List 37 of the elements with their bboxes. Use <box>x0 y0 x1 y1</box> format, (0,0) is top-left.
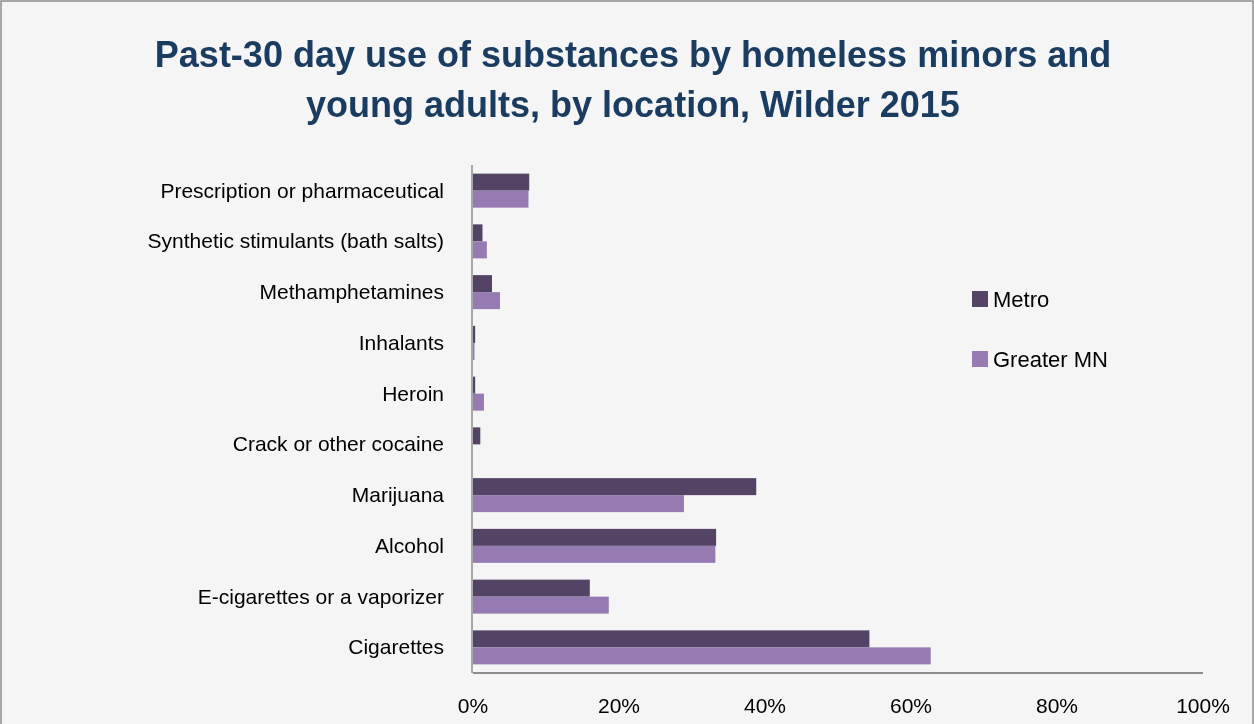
bar <box>473 190 529 208</box>
y-tick-label: Heroin <box>382 381 444 405</box>
bar <box>473 224 483 242</box>
bar <box>473 241 487 259</box>
y-tick-label: E-cigarettes or a vaporizer <box>197 584 444 608</box>
y-tick-label: Synthetic stimulants (bath salts) <box>147 229 444 253</box>
bar <box>473 275 492 293</box>
x-tick-label: 100% <box>1176 694 1230 717</box>
bar <box>473 427 481 445</box>
y-tick-label: Alcohol <box>375 533 444 557</box>
y-tick-label: Prescription or pharmaceutical <box>160 178 444 202</box>
x-tick-label: 80% <box>1035 694 1079 717</box>
bar <box>473 647 931 665</box>
bar <box>473 478 757 496</box>
x-tick-label: 40% <box>743 694 787 717</box>
y-tick-label: Inhalants <box>358 330 444 354</box>
bar <box>473 630 870 648</box>
y-tick-label: Methamphetamines <box>259 280 444 304</box>
bar <box>473 528 717 546</box>
bar <box>473 376 476 394</box>
chart-title: Past-30 day use of substances by homeless minors and young adults, by location, Wilder 2015 <box>154 34 1112 125</box>
y-tick-label: Marijuana <box>351 483 445 507</box>
y-tick-label: Crack or other cocaine <box>232 432 444 456</box>
bar <box>473 596 609 614</box>
y-tick-label: Cigarettes <box>348 635 444 659</box>
x-tick-label: 60% <box>889 694 933 717</box>
bar <box>473 545 716 563</box>
x-tick-label: 0% <box>457 694 489 717</box>
bar <box>473 292 501 310</box>
bar <box>473 495 684 513</box>
x-tick-label: 20% <box>597 694 641 717</box>
bar <box>473 393 484 411</box>
bar <box>473 173 530 191</box>
legend-label: Greater MN <box>993 347 1108 372</box>
legend-label: Metro <box>993 287 1050 312</box>
bar <box>473 579 590 597</box>
bar <box>473 325 476 343</box>
